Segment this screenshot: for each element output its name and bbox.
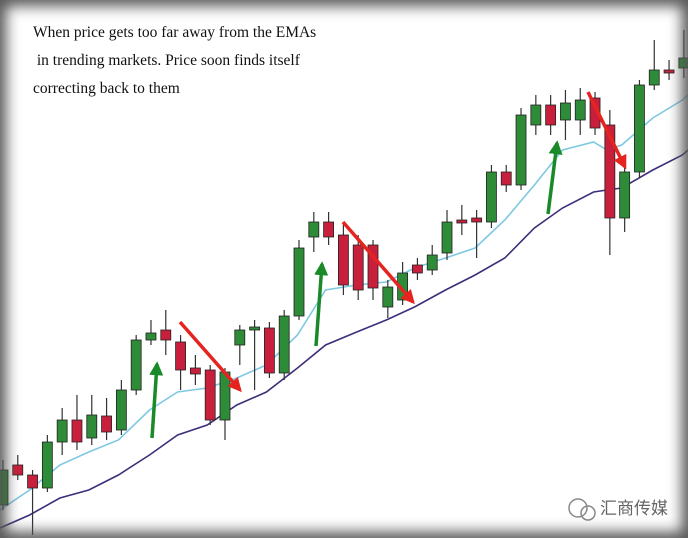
candle-body — [619, 171, 631, 219]
candle-body — [486, 171, 497, 223]
candle-body — [101, 415, 112, 433]
candle-body — [338, 234, 349, 286]
candle-body — [367, 244, 379, 289]
candle-body — [352, 244, 364, 291]
watermark-icon — [568, 498, 596, 521]
candle-body — [71, 419, 83, 443]
up-arrow — [314, 261, 329, 347]
candle-body — [515, 114, 527, 186]
candle-body — [663, 69, 675, 74]
candle-body — [412, 264, 423, 274]
candle-body — [27, 474, 38, 489]
watermark: 汇商传媒 — [600, 499, 668, 519]
candle-body — [175, 341, 186, 371]
up-arrow — [546, 140, 563, 215]
candle-body — [545, 104, 557, 126]
candle-body — [204, 369, 216, 421]
candle-body — [678, 57, 688, 69]
candle-body — [574, 99, 586, 121]
candle-body — [648, 69, 660, 86]
candle-body — [426, 254, 438, 271]
candle-body — [441, 221, 453, 254]
candle-body — [530, 104, 542, 126]
candle-body — [456, 219, 468, 224]
annotation-line: in trending markets. Price soon finds it… — [33, 52, 301, 69]
candle-body — [56, 419, 68, 443]
ema-line — [0, 94, 688, 511]
candle-body — [160, 329, 172, 341]
candle-body — [323, 221, 335, 238]
annotation-line: When price gets too far away from the EM… — [33, 24, 316, 41]
candle-body — [130, 339, 142, 391]
down-arrow — [341, 220, 415, 305]
candle-body — [0, 469, 9, 506]
candle-body — [560, 102, 571, 121]
candle-body — [12, 464, 24, 476]
candle-body — [471, 217, 483, 223]
candle-body — [500, 171, 512, 186]
candle-body — [234, 329, 246, 346]
candle-body — [278, 315, 290, 374]
candle-body — [249, 326, 260, 331]
candle-body — [86, 414, 98, 439]
plot — [0, 30, 688, 535]
ema-line — [0, 149, 688, 529]
up-arrow — [149, 361, 164, 439]
annotation-line: correcting back to them — [33, 80, 180, 97]
arrows — [149, 91, 627, 439]
candle-body — [382, 286, 394, 308]
candle-body — [189, 367, 201, 375]
candle-body — [115, 389, 127, 431]
candle-body — [604, 124, 616, 219]
candle-body — [293, 247, 305, 317]
candle-body — [41, 441, 53, 489]
candle-body — [634, 84, 645, 173]
down-arrow — [586, 91, 627, 170]
candle-body — [308, 221, 320, 238]
candle-body — [263, 327, 275, 374]
down-arrow — [178, 320, 242, 393]
candle-body — [145, 332, 157, 341]
